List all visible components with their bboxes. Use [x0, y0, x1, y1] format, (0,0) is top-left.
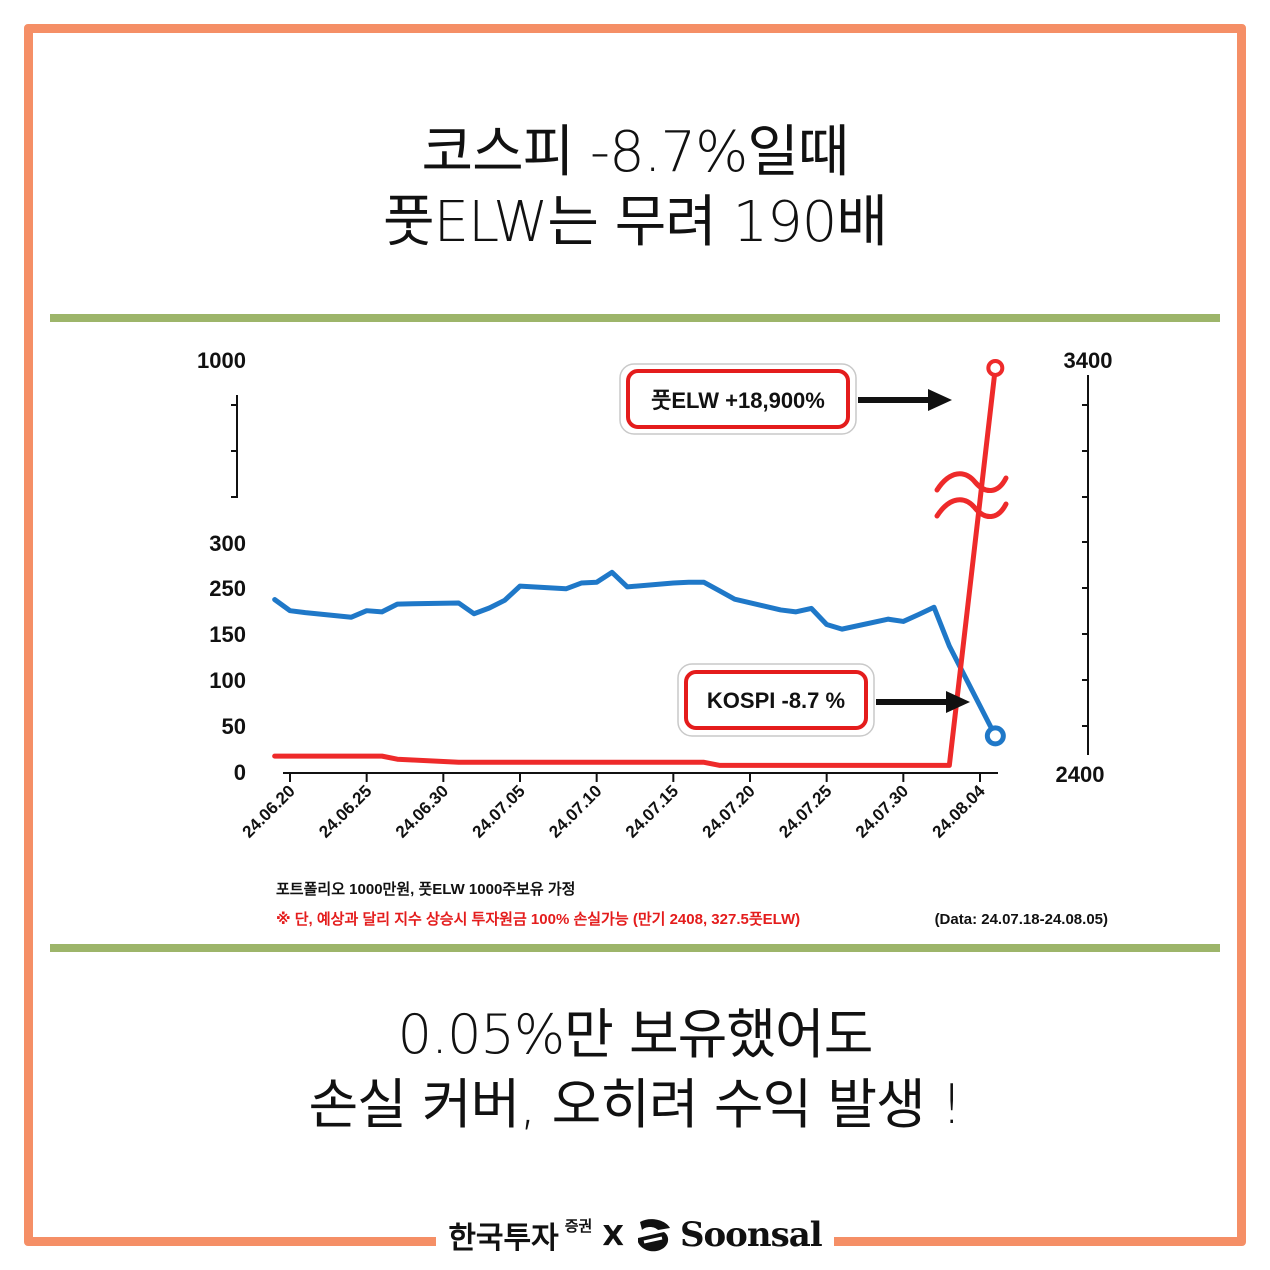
left-tick-label-0: 0 — [234, 760, 246, 785]
left-tick-label-150: 150 — [209, 622, 246, 647]
left-tick-label-1000: 1000 — [197, 348, 246, 373]
callout-kospi-arrow — [876, 691, 970, 713]
right-tick-label-3400: 3400 — [1064, 348, 1113, 373]
note-portfolio: 포트폴리오 1000만원, 풋ELW 1000주보유 가정 — [276, 880, 575, 898]
note-source: (Data: 24.07.18-24.08.05) — [935, 911, 1108, 928]
footer: 한국투자 증권 X Soonsal — [0, 1210, 1270, 1260]
callout-put-elw: 풋ELW +18,900% — [619, 363, 857, 435]
series-line-put-elw — [272, 365, 998, 768]
left-tick-label-50: 50 — [222, 714, 246, 739]
series-endpoint-put-elw — [986, 359, 1005, 377]
left-tick-label-300: 300 — [209, 531, 246, 556]
brand-separator: X — [602, 1218, 624, 1252]
headline-bottom: 0.05%만 보유했어도 손실 커버, 오히려 수익 발생 ! — [0, 1000, 1270, 1140]
headline-bottom-line-2: 손실 커버, 오히려 수익 발생 ! — [308, 1073, 962, 1136]
left-tick-label-100: 100 — [209, 668, 246, 693]
soonsal-logo-icon — [637, 1219, 670, 1252]
x-tick-label: 24.07.15 — [622, 781, 682, 841]
x-tick-label: 24.06.30 — [392, 781, 452, 841]
callout-kospi-label: KOSPI -8.7 % — [707, 688, 845, 713]
x-tick-labels: 24.06.20 24.06.25 24.06.30 24.07.05 24.07.10… — [239, 781, 990, 842]
x-tick-label: 24.07.20 — [699, 781, 759, 841]
headline-top-line-2: 풋ELW는 무려 190배 — [383, 190, 888, 255]
x-tick-label: 24.06.25 — [315, 781, 375, 841]
x-tick-label: 24.06.20 — [239, 781, 299, 841]
callout-put-elw-label: 풋ELW +18,900% — [651, 388, 825, 413]
axis-break-mark — [934, 471, 1009, 519]
x-tick-label: 24.07.25 — [775, 781, 835, 841]
left-axis: 1000 300 250 150 100 50 0 — [197, 348, 246, 785]
x-tick-label: 24.08.04 — [929, 781, 990, 842]
x-tick-label: 24.07.30 — [852, 781, 912, 841]
divider-top — [50, 314, 1220, 322]
brand-korea-investment: 한국투자 — [448, 1221, 559, 1256]
right-tick-label-2400: 2400 — [1056, 762, 1105, 787]
callout-kospi: KOSPI -8.7 % — [677, 663, 875, 737]
series-endpoint-kospi — [984, 725, 1006, 747]
series-line-kospi — [272, 569, 998, 739]
brand-korea-investment-sub: 증권 — [564, 1216, 593, 1235]
x-tick-label: 24.07.10 — [545, 781, 605, 841]
callout-put-elw-arrow — [858, 389, 952, 411]
headline-bottom-line-1: 0.05%만 보유했어도 — [397, 1003, 874, 1066]
divider-bottom — [50, 944, 1220, 952]
headline-top: 코스피 -8.7%일때 풋ELW는 무려 190배 — [0, 118, 1270, 258]
chart: 1000 300 250 150 100 50 0 3400 2400 24.0… — [197, 348, 1113, 928]
x-tick-marks — [289, 773, 981, 782]
note-warning: ※ 단, 예상과 달리 지수 상승시 투자원금 100% 손실가능 (만기 24… — [276, 910, 800, 928]
brand-soonsal: Soonsal — [679, 1215, 823, 1255]
headline-top-line-1: 코스피 -8.7%일때 — [421, 120, 850, 185]
left-tick-label-250: 250 — [209, 576, 246, 601]
right-axis: 3400 2400 — [1056, 348, 1113, 787]
x-tick-label: 24.07.05 — [469, 781, 529, 841]
footer-brands: 한국투자 증권 X Soonsal — [436, 1213, 834, 1257]
